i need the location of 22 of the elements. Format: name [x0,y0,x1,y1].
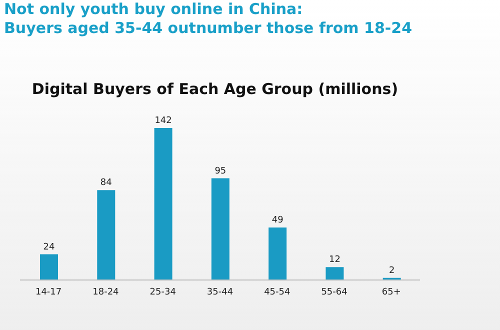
data-label: 24 [43,242,55,252]
x-tick-label: 55-64 [321,287,348,298]
bar [326,267,344,280]
data-label: 12 [328,255,340,266]
x-tick-label: 35-44 [206,287,234,298]
data-label: 49 [272,216,284,226]
data-label: 95 [214,166,226,176]
bar [211,178,230,280]
x-tick-label: 65+ [382,287,401,298]
x-tick-label: 14-17 [35,287,62,298]
data-label: 2 [388,266,395,276]
x-tick-label: 45-54 [264,287,290,298]
bar [268,228,287,280]
data-label: 142 [154,116,172,126]
x-tick-label: 25-34 [150,287,176,298]
data-label: 84 [100,178,112,188]
x-tick-label: 18-24 [92,287,120,298]
bar [154,128,172,280]
bar [40,254,58,280]
chart-title: Not only youth buy online in China: Buyers aged 35-44 outnumber those from 18-24 [4,0,412,38]
bar [97,190,116,280]
chart-subtitle: Digital Buyers of Each Age Group (millions) [30,80,400,98]
